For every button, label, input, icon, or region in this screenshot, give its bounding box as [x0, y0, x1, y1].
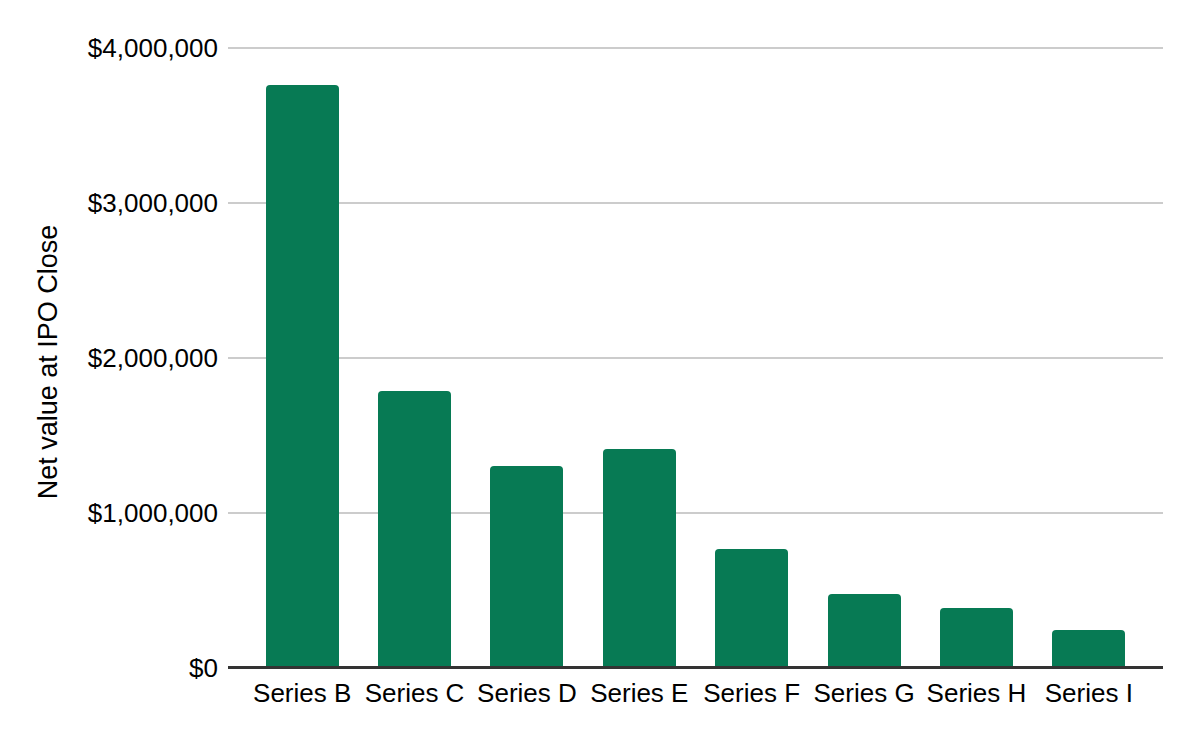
bar-series-c	[378, 391, 451, 668]
bar-series-e	[603, 449, 676, 668]
bar-series-g	[828, 594, 901, 668]
bar-cell	[583, 449, 695, 668]
bar-series-f	[715, 549, 788, 668]
bar-cell	[808, 594, 920, 668]
y-axis-tick-label: $0	[0, 653, 218, 683]
y-axis-tick-labels: $0$1,000,000$2,000,000$3,000,000$4,000,0…	[0, 48, 218, 668]
x-axis-label: Series B	[246, 677, 358, 709]
bar-series-i	[1052, 630, 1125, 668]
x-axis-label: Series I	[1033, 677, 1145, 709]
x-axis-label: Series D	[471, 677, 583, 709]
bar-cell	[246, 85, 358, 668]
y-axis-tick-label: $3,000,000	[0, 188, 218, 218]
bar-chart: Net value at IPO Close $0$1,000,000$2,00…	[0, 0, 1200, 742]
bar-cell	[471, 466, 583, 668]
y-axis-tick-label: $1,000,000	[0, 498, 218, 528]
x-axis-label: Series C	[358, 677, 470, 709]
bar-series-h	[940, 608, 1013, 668]
y-axis-tick-label: $4,000,000	[0, 33, 218, 63]
bar-cell	[696, 549, 808, 668]
x-axis-label: Series F	[696, 677, 808, 709]
x-axis-labels: Series BSeries CSeries DSeries ESeries F…	[228, 677, 1163, 709]
bar-cell	[1033, 630, 1145, 668]
x-axis-label: Series H	[920, 677, 1032, 709]
x-axis-label: Series G	[808, 677, 920, 709]
bar-series-d	[490, 466, 563, 668]
bar-cell	[920, 608, 1032, 668]
bar-series-b	[266, 85, 339, 668]
x-axis-line	[228, 666, 1163, 669]
y-axis-tick-label: $2,000,000	[0, 343, 218, 373]
bar-cell	[358, 391, 470, 668]
plot-area	[228, 48, 1163, 668]
bar-group	[228, 48, 1163, 668]
x-axis-label: Series E	[583, 677, 695, 709]
